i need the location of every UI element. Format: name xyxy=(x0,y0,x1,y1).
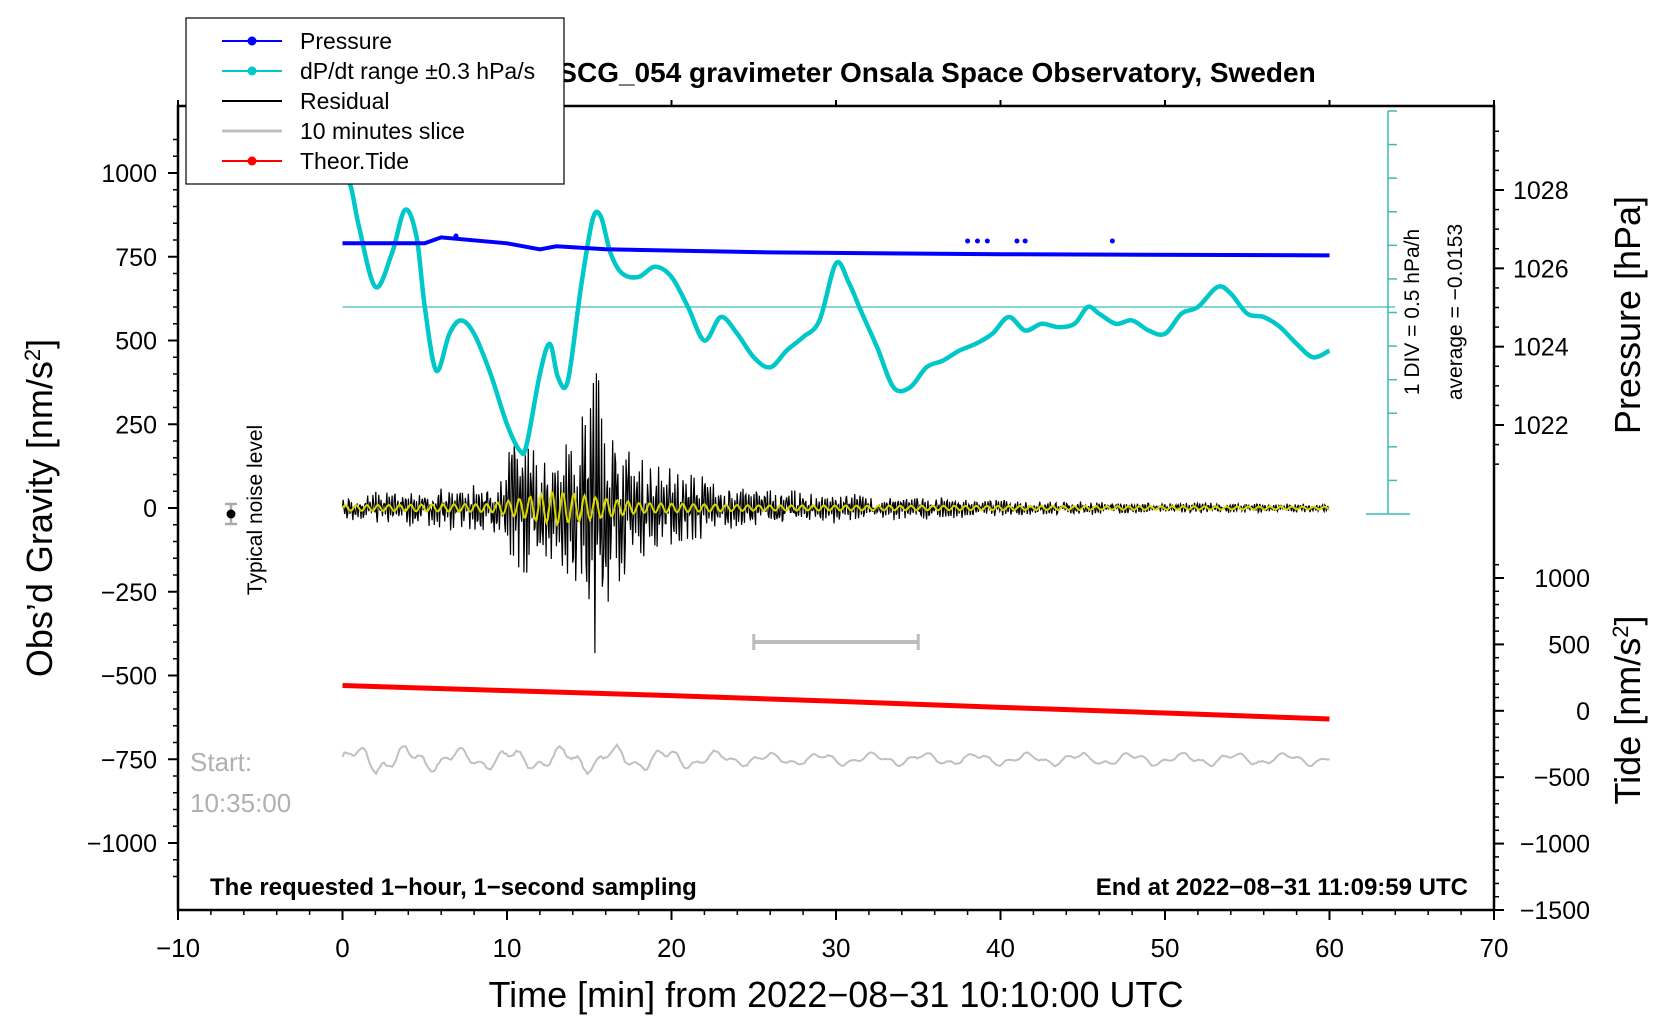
tide-tick-label: −500 xyxy=(1534,764,1590,792)
pressure-point xyxy=(1022,238,1028,244)
pressure-point xyxy=(453,233,459,239)
x-tick-label: 30 xyxy=(822,933,851,963)
left-y-axis-label-end: ] xyxy=(19,339,60,349)
x-tick-label: 0 xyxy=(335,933,349,963)
tide-tick-label: 500 xyxy=(1548,631,1590,659)
pressure-scale-label-1: 1 DIV = 0.5 hPa/h xyxy=(1401,229,1424,395)
legend-label: 10 minutes slice xyxy=(300,118,465,144)
tide-tick-label: 0 xyxy=(1576,698,1590,726)
legend-entries: Pressure dP/dt range ±0.3 hPa/s Residual 10… xyxy=(222,28,535,174)
x-tick-label: 50 xyxy=(1151,933,1180,963)
legend-marker xyxy=(247,66,257,76)
tide-tick-label: −1000 xyxy=(1520,831,1590,859)
chart-title: SCG_054 gravimeter Onsala Space Observat… xyxy=(558,57,1315,88)
noise-level-marker xyxy=(225,502,237,526)
tide-axis-label-main: Tide [nm/s xyxy=(1607,638,1648,805)
series-line-10min-slice xyxy=(341,742,1330,776)
legend-marker xyxy=(247,156,257,166)
left-y-axis-label-sup: 2 xyxy=(20,349,45,361)
pressure-tick-label: 1028 xyxy=(1513,177,1569,205)
legend-label: Pressure xyxy=(300,28,392,54)
y-tick-label: 0 xyxy=(143,495,157,523)
data-series xyxy=(340,174,1331,776)
y-tick-label: −1000 xyxy=(87,830,157,858)
series-line-theor-tide xyxy=(342,683,1330,722)
series-line-pressure xyxy=(342,235,1330,258)
left-y-axis-label-main: Obs’d Gravity [nm/s xyxy=(19,361,60,677)
pressure-tick-label: 1024 xyxy=(1513,334,1569,362)
x-tick-label: 20 xyxy=(657,933,686,963)
legend-label: dP/dt range ±0.3 hPa/s xyxy=(300,58,535,84)
noise-level-label: Typical noise level xyxy=(244,425,267,595)
tide-tick-label: −1500 xyxy=(1520,897,1590,925)
tide-tick-label: 1000 xyxy=(1534,565,1590,593)
tide-axis-ticks: 1000 500 0 −500 −1000 −1500 xyxy=(1494,563,1590,925)
pressure-rate-scale xyxy=(342,110,1410,515)
pressure-tick-label: 1026 xyxy=(1513,255,1569,283)
x-axis-label: Time [min] from 2022−08−31 10:10:00 UTC xyxy=(488,974,1183,1015)
x-tick-label: −10 xyxy=(156,933,200,963)
footer-right: End at 2022−08−31 11:09:59 UTC xyxy=(1096,874,1468,901)
left-y-axis-label: Obs’d Gravity [nm/s2] xyxy=(19,339,60,677)
footer-left: The requested 1−hour, 1−second sampling xyxy=(210,874,697,901)
x-tick-label: 10 xyxy=(493,933,522,963)
x-tick-label: 60 xyxy=(1315,933,1344,963)
y-tick-label: −500 xyxy=(101,663,157,691)
legend: Pressure dP/dt range ±0.3 hPa/s Residual 10… xyxy=(185,17,565,185)
legend-label: Residual xyxy=(300,88,390,114)
start-label: Start: xyxy=(190,747,252,777)
series-line-dpdt xyxy=(340,174,1331,457)
pressure-point xyxy=(1109,238,1115,244)
pressure-axis-ticks: 1028 1026 1024 1022 xyxy=(1494,130,1569,465)
start-time-label: 10:35:00 xyxy=(190,788,291,818)
y-tick-label: −750 xyxy=(101,746,157,774)
left-y-axis-ticks: 1000 750 500 250 0 −250 −500 −750 −1000 xyxy=(87,138,178,878)
y-tick-label: 750 xyxy=(115,244,157,272)
y-tick-label: 1000 xyxy=(101,160,157,188)
x-tick-label: 40 xyxy=(986,933,1015,963)
pressure-point xyxy=(965,238,971,244)
pressure-point xyxy=(1014,238,1020,244)
tide-axis-label-sup: 2 xyxy=(1608,626,1633,638)
filtered-trace xyxy=(341,489,1330,528)
y-tick-label: −250 xyxy=(101,579,157,607)
legend-marker xyxy=(247,36,257,46)
y-tick-label: 250 xyxy=(115,411,157,439)
pressure-axis-label: Pressure [hPa] xyxy=(1607,196,1648,434)
y-tick-label: 500 xyxy=(115,328,157,356)
tide-axis-label: Tide [nm/s2] xyxy=(1607,616,1648,805)
legend-label: Theor.Tide xyxy=(300,148,409,174)
tide-axis-label-end: ] xyxy=(1607,616,1648,626)
pressure-tick-label: 1022 xyxy=(1513,412,1569,440)
pressure-point xyxy=(974,238,980,244)
pressure-scale-label-2: average = −0.0153 xyxy=(1444,224,1467,400)
pressure-point xyxy=(984,238,990,244)
x-tick-label: 70 xyxy=(1480,933,1509,963)
